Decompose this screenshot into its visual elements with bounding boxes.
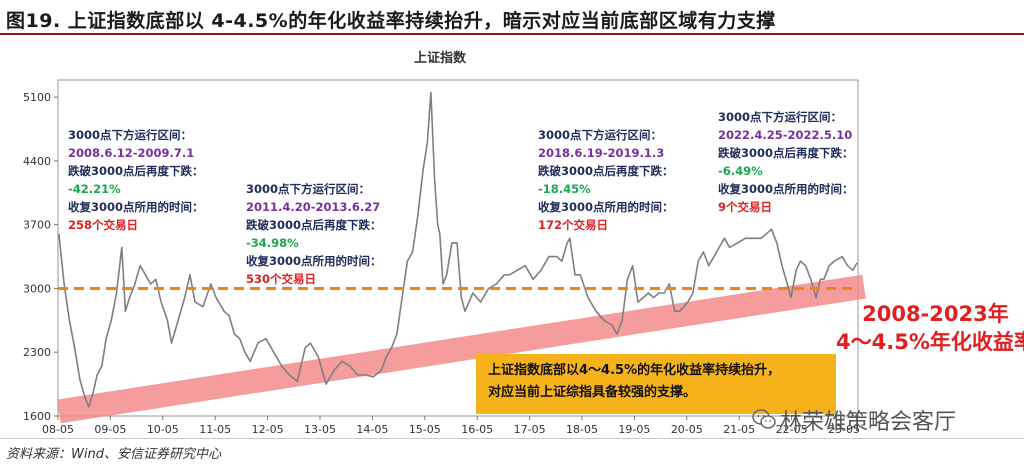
callout-line-2: 对应当前上证综指具备较强的支撑。: [488, 385, 697, 400]
trend-label: 2008-2023年 4～4.5%年化收益率: [836, 300, 1024, 356]
annotation-recover: 530个交易日: [246, 272, 317, 286]
chart-title: 上证指数: [414, 50, 467, 66]
plot-frame: [57, 79, 859, 417]
source-note: 资料来源：Wind、安信证券研究中心: [6, 447, 221, 462]
annotation-drop-label: 跌破3000点后再度下跌：: [718, 146, 854, 160]
bottom-rule: [0, 438, 1024, 439]
annotation-drop: -6.49%: [718, 164, 763, 178]
trend-band: [57, 274, 866, 424]
y-tick-label: 1600: [23, 410, 51, 423]
x-tick-label: 17-05: [514, 423, 546, 436]
x-tick-label: 23-05: [828, 423, 860, 436]
annotation-title: 3000点下方运行区间：: [538, 128, 663, 142]
watermark-text: 林荣雄策略会客厅: [780, 410, 957, 435]
y-tick-label: 3000: [23, 282, 51, 295]
wechat-icon: [752, 409, 776, 429]
annotation-period: 2022.4.25-2022.5.10: [718, 128, 853, 142]
x-tick-label: 15-05: [409, 423, 441, 436]
annotation-title: 3000点下方运行区间：: [718, 110, 843, 124]
trend-label-years: 2008-2023年: [862, 302, 1009, 326]
x-tick-label: 22-05: [776, 423, 808, 436]
y-tick-label: 4400: [23, 155, 51, 168]
callout-line-1: 上证指数底部以4～4.5%的年化收益率持续抬升，: [488, 363, 781, 378]
x-tick-label: 18-05: [566, 423, 598, 436]
y-tick-label: 2300: [23, 346, 51, 359]
annotation-recover-label: 收复3000点所用的时间：: [246, 254, 382, 268]
x-tick-label: 19-05: [618, 423, 650, 436]
annotation-period: 2018.6.19-2019.1.3: [538, 146, 665, 160]
y-tick-label: 5100: [23, 91, 51, 104]
annotation-period: 2008.6.12-2009.7.1: [68, 146, 195, 160]
annotation-2022: 3000点下方运行区间： 2022.4.25-2022.5.10 跌破3000点…: [718, 108, 854, 216]
y-tick-label: 3700: [23, 219, 51, 232]
annotation-drop: -18.45%: [538, 182, 591, 196]
x-tick-label: 16-05: [461, 423, 493, 436]
x-tick-label: 11-05: [199, 423, 231, 436]
annotation-recover-label: 收复3000点所用的时间：: [68, 200, 204, 214]
annotation-title: 3000点下方运行区间：: [68, 128, 193, 142]
trend-band-layer: [57, 274, 866, 424]
annotation-drop: -42.21%: [68, 182, 121, 196]
x-tick-label: 14-05: [356, 423, 388, 436]
annotation-2018: 3000点下方运行区间： 2018.6.19-2019.1.3 跌破3000点后…: [538, 126, 674, 234]
x-tick-label: 13-05: [304, 423, 336, 436]
x-tick-label: 08-05: [42, 423, 74, 436]
trend-label-rate: 4～4.5%年化收益率: [836, 330, 1024, 354]
annotation-recover-label: 收复3000点所用的时间：: [538, 200, 674, 214]
annotation-drop-label: 跌破3000点后再度下跌：: [538, 164, 674, 178]
annotation-2011: 3000点下方运行区间： 2011.4.20-2013.6.27 跌破3000点…: [246, 180, 382, 288]
annotation-drop-label: 跌破3000点后再度下跌：: [246, 218, 382, 232]
x-tick-label: 09-05: [94, 423, 126, 436]
series-layer: [58, 91, 858, 408]
x-tick-label: 21-05: [723, 423, 755, 436]
annotation-recover: 172个交易日: [538, 218, 609, 232]
annotation-drop: -34.98%: [246, 236, 299, 250]
annotation-2008: 3000点下方运行区间： 2008.6.12-2009.7.1 跌破3000点后…: [68, 126, 204, 234]
callout-box: 上证指数底部以4～4.5%的年化收益率持续抬升， 对应当前上证综指具备较强的支撑…: [476, 354, 836, 414]
annotation-drop-label: 跌破3000点后再度下跌：: [68, 164, 204, 178]
title-rule: [0, 33, 1024, 35]
x-tick-label: 12-05: [252, 423, 284, 436]
annotation-period: 2011.4.20-2013.6.27: [246, 200, 381, 214]
figure-title: 图19. 上证指数底部以 4-4.5%的年化收益率持续抬升，暗示对应当前底部区域…: [6, 10, 776, 32]
annotation-recover-label: 收复3000点所用的时间：: [718, 182, 854, 196]
axes: 1600 2300 3000 3700 4400 5100 08-05 09-05 10-05 1…: [23, 79, 860, 436]
x-tick-label: 20-05: [671, 423, 703, 436]
annotation-recover: 258个交易日: [68, 218, 139, 232]
series-line: [58, 91, 858, 408]
annotation-title: 3000点下方运行区间：: [246, 182, 371, 196]
x-tick-label: 10-05: [147, 423, 179, 436]
annotation-recover: 9个交易日: [718, 200, 773, 214]
